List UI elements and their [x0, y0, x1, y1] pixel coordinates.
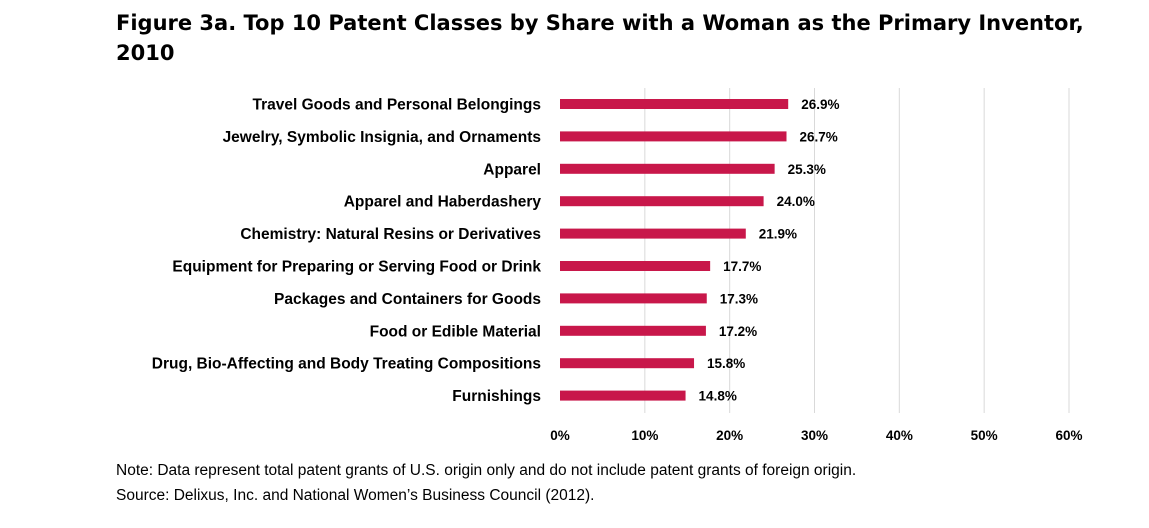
- category-label: Equipment for Preparing or Serving Food …: [172, 259, 541, 276]
- bar: [560, 261, 710, 271]
- value-label: 26.9%: [801, 97, 839, 112]
- bar: [560, 196, 764, 206]
- x-tick-label: 50%: [971, 428, 998, 443]
- value-label: 17.2%: [719, 324, 757, 339]
- bar: [560, 391, 686, 401]
- value-label: 14.8%: [699, 389, 737, 404]
- category-label: Travel Goods and Personal Belongings: [252, 97, 541, 114]
- bar: [560, 358, 694, 368]
- bar: [560, 131, 787, 141]
- x-tick-label: 60%: [1055, 428, 1082, 443]
- bar-layer: [560, 99, 788, 401]
- bar: [560, 164, 775, 174]
- value-label: 17.3%: [720, 291, 758, 306]
- x-tick-label: 30%: [801, 428, 828, 443]
- chart-note: Note: Data represent total patent grants…: [116, 462, 856, 480]
- value-label: 25.3%: [788, 162, 826, 177]
- category-label: Apparel and Haberdashery: [344, 194, 542, 211]
- value-label: 17.7%: [723, 259, 761, 274]
- value-label: 15.8%: [707, 356, 745, 371]
- label-layer: Travel Goods and Personal Belongings 26.9…: [152, 97, 840, 406]
- value-label: 21.9%: [759, 227, 797, 242]
- value-label: 26.7%: [800, 129, 838, 144]
- category-label: Packages and Containers for Goods: [274, 291, 541, 308]
- tick-layer: 0% 10% 20% 30% 40% 50% 60%: [550, 428, 1082, 443]
- category-label: Chemistry: Natural Resins or Derivatives: [240, 226, 541, 243]
- x-tick-label: 10%: [631, 428, 658, 443]
- bar: [560, 229, 746, 239]
- x-tick-label: 20%: [716, 428, 743, 443]
- x-tick-label: 0%: [550, 428, 570, 443]
- bar: [560, 293, 707, 303]
- category-label: Furnishings: [452, 388, 541, 405]
- chart-source: Source: Delixus, Inc. and National Women…: [116, 487, 594, 505]
- category-label: Jewelry, Symbolic Insignia, and Ornament…: [223, 129, 541, 146]
- x-tick-label: 40%: [886, 428, 913, 443]
- category-label: Drug, Bio-Affecting and Body Treating Co…: [152, 356, 541, 373]
- bar: [560, 99, 788, 109]
- value-label: 24.0%: [777, 194, 815, 209]
- bar-chart: Travel Goods and Personal Belongings 26.9…: [0, 0, 1149, 528]
- category-label: Food or Edible Material: [370, 323, 541, 340]
- bar: [560, 326, 706, 336]
- category-label: Apparel: [483, 161, 541, 178]
